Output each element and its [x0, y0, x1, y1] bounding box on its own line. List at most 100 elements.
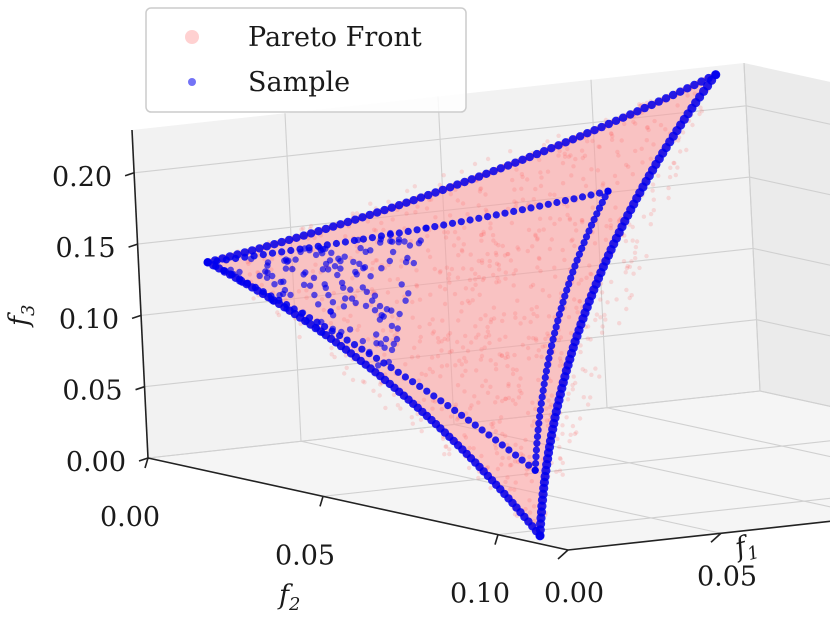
pareto-front-point [456, 318, 461, 323]
pareto-front-point [579, 218, 584, 223]
pareto-front-point [444, 363, 450, 368]
pareto-front-point [555, 436, 560, 442]
sample-point-inner-left [251, 283, 259, 291]
pareto-front-point [319, 297, 325, 302]
sample-point-interior [319, 329, 326, 337]
pareto-front-point [544, 406, 549, 411]
pareto-front-point [560, 423, 565, 428]
pareto-front-point [510, 367, 516, 372]
sample-point-interior [357, 244, 364, 252]
pareto-front-point [552, 192, 557, 197]
pareto-front-point [452, 229, 458, 235]
pareto-front-point [490, 424, 495, 430]
pareto-front-point [559, 351, 564, 356]
sample-point-upper-edge [626, 110, 635, 119]
pareto-front-point [398, 264, 404, 269]
pareto-front-point [506, 455, 512, 461]
pareto-front-point [418, 417, 424, 422]
sample-point-inner-upper [501, 209, 509, 217]
sample-point-inner-right [565, 280, 573, 288]
pareto-front-point [592, 241, 598, 246]
sample-point-inner-right [532, 446, 541, 454]
pareto-front-point [556, 133, 561, 138]
pareto-front-point [387, 277, 393, 283]
pareto-front-point [470, 298, 475, 303]
pareto-front-point [463, 368, 468, 373]
pareto-front-point [639, 146, 644, 151]
sample-point-interior [377, 236, 384, 243]
pareto-front-point [389, 328, 394, 333]
pareto-front-point [547, 246, 553, 252]
sample-point-inner-right [593, 210, 601, 218]
pareto-front-point [473, 282, 478, 287]
pareto-front-point [608, 217, 613, 223]
pareto-front-point [446, 333, 451, 338]
pareto-front-point [565, 397, 571, 402]
pareto-front-point [497, 419, 502, 424]
pareto-front-point [483, 313, 488, 318]
z-axis-label: f3 [4, 305, 39, 328]
pareto-front-point [487, 340, 492, 346]
tick-labels: 0.00 0.05 0.10 0.15 0.20 0.00 0.05 0.10 0.00 0.05… [52, 162, 757, 610]
pareto-front-point [488, 221, 493, 226]
pareto-front-point [581, 176, 586, 182]
pareto-front-point [442, 301, 448, 307]
pareto-front-point [589, 372, 594, 377]
pareto-front-point [329, 345, 334, 351]
z-tick-label-0: 0.00 [66, 447, 126, 478]
pareto-front-point [548, 216, 553, 221]
pareto-front-point [455, 198, 460, 203]
pareto-front-point [512, 199, 517, 204]
pareto-front-point [468, 406, 473, 411]
pareto-front-point [513, 480, 518, 485]
pareto-front-point [513, 401, 518, 407]
pareto-front-point [413, 210, 418, 215]
pareto-front-point [627, 264, 632, 269]
sample-point-interior [383, 306, 391, 313]
sample-point-inner-left [430, 392, 438, 400]
pareto-front-point [583, 183, 589, 189]
sample-point-upper-edge [511, 158, 520, 167]
z-axis-line [131, 129, 149, 459]
legend: Pareto Front Sample [145, 7, 467, 113]
pareto-front-point [512, 352, 517, 358]
sample-point-upper-edge [387, 203, 396, 212]
sample-point-inner-upper [457, 218, 465, 226]
sample-point-upper-edge [489, 166, 498, 176]
sample-point-interior [347, 286, 354, 293]
pareto-front-point [624, 287, 629, 293]
sample-point-inner-left [464, 416, 473, 424]
pareto-front-point [511, 283, 516, 288]
pareto-front-point [566, 154, 571, 159]
pareto-front-point [527, 454, 532, 460]
pareto-front-point [296, 289, 302, 294]
sample-point-upper-edge [262, 242, 272, 251]
axis-lines [124, 129, 830, 560]
pareto-front-point [493, 442, 498, 448]
gridline-z-side [752, 247, 830, 266]
pareto-front-point [530, 282, 536, 288]
pareto-front-point [247, 272, 252, 277]
pareto-front-point [499, 353, 505, 358]
pareto-front-point [488, 319, 493, 325]
sample-point-upper-edge [676, 87, 685, 96]
pareto-front-point [580, 220, 585, 225]
pareto-front-point [408, 239, 414, 244]
pareto-front-point [577, 299, 583, 304]
pareto-front-point [537, 228, 542, 233]
sample-point-interior [300, 271, 307, 278]
pareto-front-point [516, 395, 522, 400]
sample-point-inner-upper [359, 235, 367, 243]
pareto-front-point [581, 395, 586, 400]
sample-point-interior [322, 260, 330, 268]
y-tick-label-1: 0.05 [275, 540, 335, 571]
pareto-front-point [479, 233, 484, 238]
pareto-front-point [395, 277, 400, 282]
pareto-front-point [476, 275, 482, 280]
pareto-front-point [558, 335, 564, 340]
pareto-front-point [269, 256, 275, 262]
pareto-front-point [525, 345, 531, 351]
legend-marker-sample [188, 78, 196, 86]
sample-point-inner-left [437, 397, 445, 405]
